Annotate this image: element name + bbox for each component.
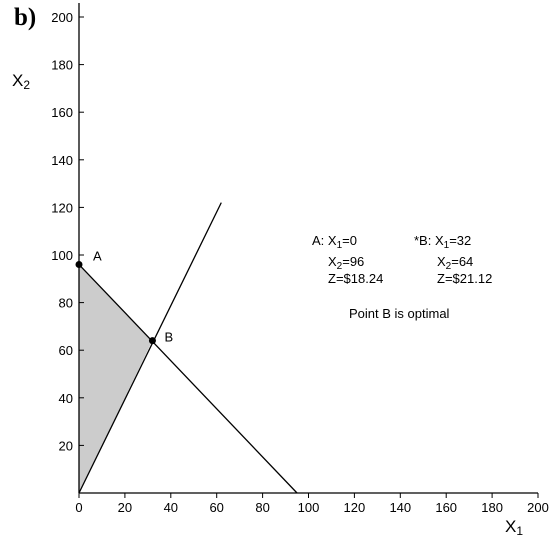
x-tick-label: 60: [209, 500, 223, 515]
y-tick-label: 140: [51, 153, 73, 168]
point-label-a: A: [93, 249, 102, 264]
constraint-line-2: [78, 202, 222, 494]
point-b-info-line: Z=$21.12: [437, 271, 492, 286]
point-b: [148, 337, 156, 345]
point-a: [75, 261, 83, 269]
x-tick-label: 40: [164, 500, 178, 515]
y-tick-layer: 20 40 60 80 100 120 140 160 180 200: [51, 10, 84, 453]
constraint-lines-layer: [78, 202, 298, 494]
y-tick-label: 60: [59, 343, 73, 358]
y-tick-label: 120: [51, 200, 73, 215]
x-axis-title: X1: [505, 517, 523, 536]
constraint-line-1: [78, 264, 298, 494]
x-tick-label: 100: [298, 500, 320, 515]
x-tick-layer: 0 20 40 60 80 100 120 140 160 180 200: [75, 493, 549, 515]
points-layer: AB: [75, 249, 173, 345]
point-a-info-line: A: X1=0: [312, 233, 357, 251]
point-a-info-line: X2=96: [328, 254, 364, 272]
y-tick-label: 160: [51, 105, 73, 120]
annotation-layer: A: X1=0 X2=96Z=$18.24 *B: X1=32 X2=64Z=$21.…: [312, 233, 492, 321]
x-tick-label: 180: [481, 500, 503, 515]
x-tick-label: 120: [344, 500, 366, 515]
x-tick-label: 80: [255, 500, 269, 515]
point-b-info-line: X2=64: [437, 254, 473, 272]
panel-label: b): [14, 4, 37, 31]
y-tick-label: 20: [59, 438, 73, 453]
x-tick-label: 200: [527, 500, 549, 515]
x-tick-label: 20: [118, 500, 132, 515]
point-label-b: B: [164, 330, 173, 345]
y-tick-label: 180: [51, 58, 73, 73]
optimal-note: Point B is optimal: [349, 306, 450, 321]
y-axis-title: X2: [12, 71, 30, 92]
y-tick-label: 40: [59, 391, 73, 406]
y-tick-label: 200: [51, 10, 73, 25]
point-a-info-line: Z=$18.24: [328, 271, 383, 286]
y-tick-label: 80: [59, 296, 73, 311]
x-tick-label: 0: [75, 500, 82, 515]
feasible-region-layer: [79, 264, 153, 493]
point-b-info-line: *B: X1=32: [414, 233, 471, 251]
x-tick-label: 140: [389, 500, 411, 515]
y-tick-label: 100: [51, 248, 73, 263]
feasible-region: [79, 264, 153, 493]
x-tick-label: 160: [435, 500, 457, 515]
